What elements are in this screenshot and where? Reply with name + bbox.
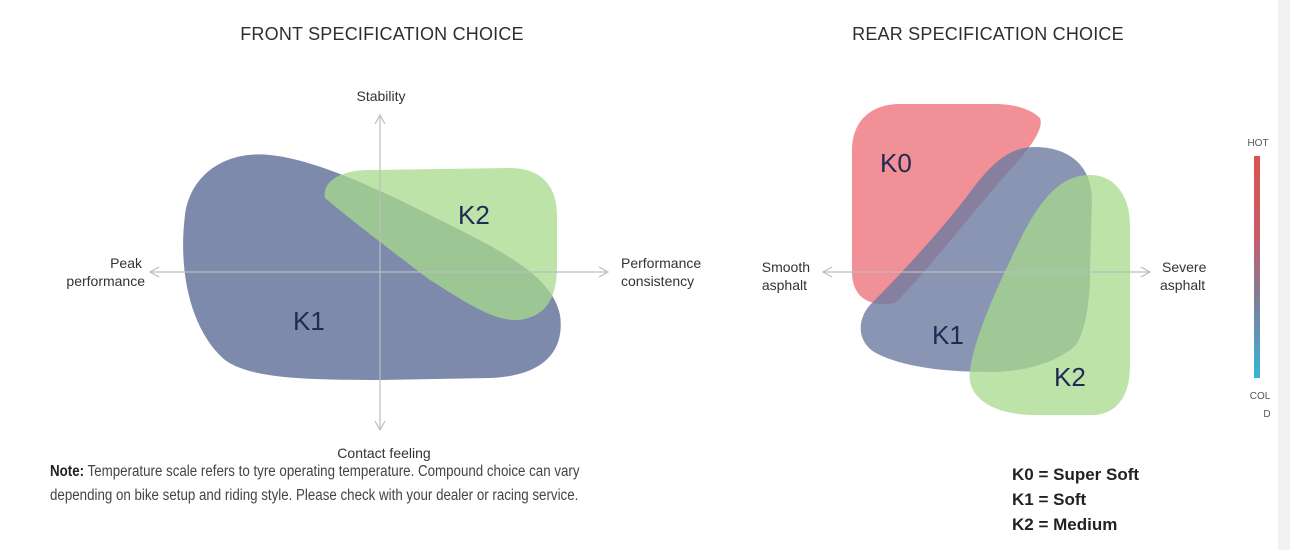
temperature-gradient-bar [1254, 156, 1260, 378]
front-k2-region [324, 168, 557, 321]
rear-axis-left-label-line1: Smooth [762, 259, 810, 275]
front-axis-arrow-down [374, 420, 386, 432]
note-line-2: depending on bike setup and riding style… [50, 487, 579, 504]
front-axis-left-label-line1: Peak [110, 255, 143, 271]
rear-k0-label: K0 [880, 148, 912, 178]
front-chart-title: FRONT SPECIFICATION CHOICE [240, 24, 524, 44]
rear-chart: REAR SPECIFICATION CHOICE Smooth asphalt… [762, 24, 1207, 415]
temperature-cold-label-line1: COL [1250, 391, 1271, 402]
front-axis-arrow-up [374, 113, 386, 125]
rear-k1-label: K1 [932, 320, 964, 350]
page-edge-strip [1278, 0, 1290, 550]
front-axis-right-label-line1: Performance [621, 255, 701, 271]
note-line-1: Note: Temperature scale refers to tyre o… [50, 460, 652, 484]
rear-axis-arrow-left [821, 266, 833, 278]
front-axis-arrow-right [598, 266, 610, 278]
note-line-1-text: Temperature scale refers to tyre operati… [84, 463, 580, 480]
rear-axis-right-label-line1: Severe [1162, 259, 1207, 275]
rear-k0-region [852, 104, 1041, 305]
front-axis-top-label: Stability [356, 88, 405, 104]
front-axis-bottom-label: Contact feeling [337, 445, 430, 461]
front-k1-label: K1 [293, 306, 325, 336]
front-axis-right-label-line2: consistency [621, 273, 694, 289]
legend-item-k1: K1 = Soft [1012, 490, 1087, 509]
rear-axis-left-label-line2: asphalt [762, 277, 807, 293]
rear-chart-title: REAR SPECIFICATION CHOICE [852, 24, 1124, 44]
rear-k2-label: K2 [1054, 362, 1086, 392]
front-axis-arrow-left [148, 266, 160, 278]
front-axis-left-label-line2: performance [66, 273, 145, 289]
front-k1-region [183, 154, 561, 380]
rear-axis-right-label-line2: asphalt [1160, 277, 1205, 293]
legend-item-k2: K2 = Medium [1012, 515, 1118, 534]
temperature-cold-label-line2: D [1263, 409, 1270, 420]
legend-item-k0: K0 = Super Soft [1012, 465, 1140, 484]
front-chart: FRONT SPECIFICATION CHOICE Stability Con… [66, 24, 701, 461]
note-text: Note: Temperature scale refers to tyre o… [50, 460, 652, 508]
compound-legend: K0 = Super Soft K1 = Soft K2 = Medium [1012, 462, 1139, 537]
front-k2-label: K2 [458, 200, 490, 230]
rear-k2-region [969, 175, 1130, 415]
temperature-scale: HOT COL D [1247, 138, 1270, 420]
rear-axis-arrow-right [1140, 266, 1152, 278]
note-label: Note: [50, 463, 85, 480]
temperature-hot-label: HOT [1247, 138, 1268, 149]
